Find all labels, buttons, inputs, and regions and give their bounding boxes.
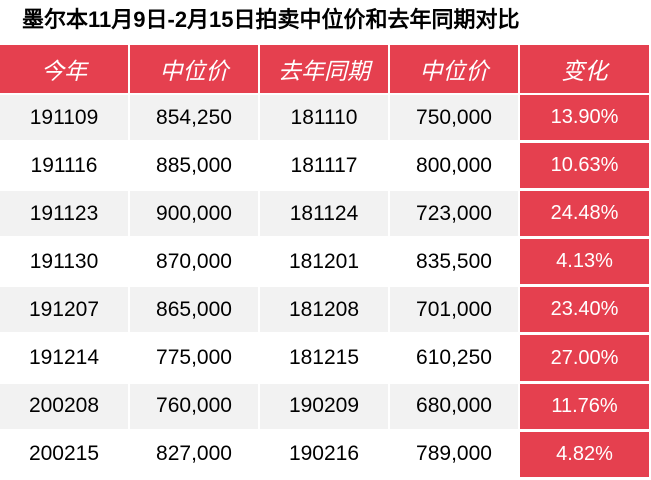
cell-change: 27.00% [520,335,651,384]
cell-this-year-date: 191116 [0,143,130,192]
cell-last-year-median-price: 701,000 [390,287,520,336]
cell-change: 13.90% [520,95,651,144]
cell-last-year-median-price: 680,000 [390,383,520,432]
cell-last-year-median-price: 789,000 [390,431,520,480]
header-change: 变化 [520,45,651,95]
cell-median-price: 885,000 [130,143,260,192]
cell-last-year-median-price: 800,000 [390,143,520,192]
table-row: 191109 854,250 181110 750,000 13.90% [0,95,651,144]
cell-median-price: 865,000 [130,287,260,336]
cell-change: 10.63% [520,143,651,192]
cell-median-price: 900,000 [130,191,260,240]
cell-this-year-date: 191109 [0,95,130,144]
header-this-year: 今年 [0,45,130,95]
cell-median-price: 854,250 [130,95,260,144]
header-last-year-period: 去年同期 [260,45,390,95]
table-row: 200208 760,000 190209 680,000 11.76% [0,383,651,432]
table-row: 191116 885,000 181117 800,000 10.63% [0,143,651,192]
cell-median-price: 870,000 [130,239,260,288]
cell-last-year-date: 181201 [260,239,390,288]
cell-change: 4.82% [520,431,651,480]
cell-this-year-date: 191214 [0,335,130,384]
cell-change: 11.76% [520,383,651,432]
header-median-price-last-year: 中位价 [390,45,520,95]
table-row: 191123 900,000 181124 723,000 24.48% [0,191,651,240]
cell-this-year-date: 200215 [0,431,130,480]
cell-last-year-median-price: 723,000 [390,191,520,240]
cell-last-year-median-price: 835,500 [390,239,520,288]
cell-median-price: 760,000 [130,383,260,432]
cell-last-year-median-price: 750,000 [390,95,520,144]
table-row: 191207 865,000 181208 701,000 23.40% [0,287,651,336]
cell-last-year-date: 181110 [260,95,390,144]
page-title: 墨尔本11月9日-2月15日拍卖中位价和去年同期对比 [22,7,520,32]
cell-this-year-date: 200208 [0,383,130,432]
table-row: 191130 870,000 181201 835,500 4.13% [0,239,651,288]
cell-median-price: 775,000 [130,335,260,384]
cell-this-year-date: 191207 [0,287,130,336]
cell-last-year-date: 181208 [260,287,390,336]
table-header-row: 今年 中位价 去年同期 中位价 变化 [0,45,651,95]
table-row: 191214 775,000 181215 610,250 27.00% [0,335,651,384]
table-row: 200215 827,000 190216 789,000 4.82% [0,431,651,480]
cell-this-year-date: 191123 [0,191,130,240]
cell-last-year-median-price: 610,250 [390,335,520,384]
cell-change: 24.48% [520,191,651,240]
cell-last-year-date: 181117 [260,143,390,192]
cell-change: 4.13% [520,239,651,288]
cell-this-year-date: 191130 [0,239,130,288]
cell-last-year-date: 190209 [260,383,390,432]
cell-last-year-date: 190216 [260,431,390,480]
cell-last-year-date: 181124 [260,191,390,240]
auction-comparison-table: 今年 中位价 去年同期 中位价 变化 191109 854,250 181110… [0,45,651,480]
cell-last-year-date: 181215 [260,335,390,384]
header-median-price: 中位价 [130,45,260,95]
cell-median-price: 827,000 [130,431,260,480]
cell-change: 23.40% [520,287,651,336]
